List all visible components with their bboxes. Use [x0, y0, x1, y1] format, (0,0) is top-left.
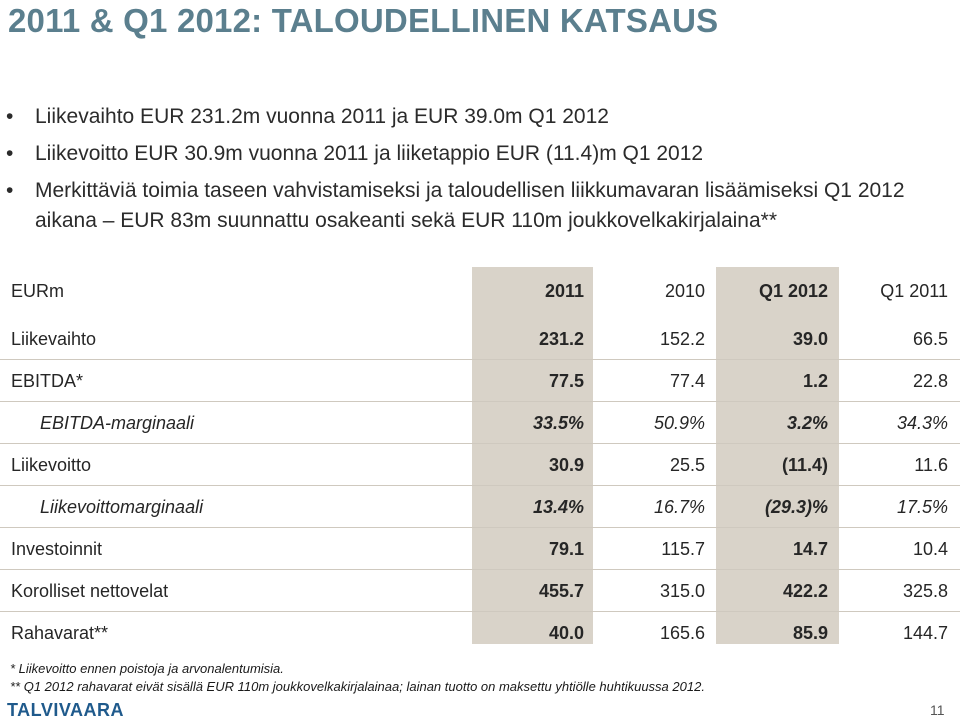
cell-q1-2011: 17.5% — [896, 497, 948, 517]
cell-q1-2011: 10.4 — [912, 539, 948, 559]
row-divider — [0, 485, 960, 486]
row-divider — [0, 359, 960, 360]
slide-title: 2011 & Q1 2012: TALOUDELLINEN KATSAUS — [8, 2, 719, 39]
cell-2011: 455.7 — [538, 581, 584, 601]
bullet-dot-icon: • — [6, 142, 14, 165]
cell-q1-2011: 34.3% — [896, 413, 948, 433]
cell-2011: 77.5 — [548, 371, 584, 391]
bullet-list: • Liikevaihto EUR 231.2m vuonna 2011 ja E… — [0, 102, 940, 243]
cell-q1-2012: (29.3)% — [764, 497, 828, 517]
cell-2011: 231.2 — [538, 329, 584, 349]
cell-2010: 165.6 — [659, 623, 705, 643]
cell-2011: 33.5% — [532, 413, 584, 433]
header-q1-2011: Q1 2011 — [880, 281, 948, 301]
row-divider — [0, 443, 960, 444]
header-2010: 2010 — [664, 281, 705, 301]
cell-q1-2012: 39.0 — [792, 329, 828, 349]
footnote-1: * Liikevoitto ennen poistoja ja arvonale… — [10, 661, 284, 676]
header-label: EURm — [11, 281, 64, 301]
table-row: Liikevaihto 231.2 152.2 39.0 66.5 — [0, 318, 960, 360]
bullet-dot-icon: • — [6, 179, 14, 202]
row-label: Liikevoitto — [11, 455, 92, 475]
footnote-2: ** Q1 2012 rahavarat eivät sisällä EUR 1… — [10, 679, 705, 694]
cell-2010: 315.0 — [659, 581, 705, 601]
header-q1-2012: Q1 2012 — [758, 281, 828, 301]
cell-q1-2012: 85.9 — [792, 623, 828, 643]
row-divider — [0, 527, 960, 528]
bullet-item: • Liikevaihto EUR 231.2m vuonna 2011 ja E… — [0, 102, 940, 132]
cell-q1-2012: 1.2 — [802, 371, 828, 391]
table-row: EBITDA-marginaali 33.5% 50.9% 3.2% 34.3% — [0, 402, 960, 444]
column-highlight-q1-2012 — [716, 267, 839, 644]
cell-2010: 25.5 — [669, 455, 705, 475]
company-logo: TALVIVAARA — [7, 700, 124, 720]
cell-q1-2012: 14.7 — [792, 539, 828, 559]
row-divider — [0, 611, 960, 612]
cell-q1-2011: 325.8 — [902, 581, 948, 601]
bullet-text: Liikevaihto EUR 231.2m vuonna 2011 ja EU… — [35, 105, 609, 128]
cell-q1-2011: 11.6 — [914, 455, 948, 475]
table-row: Rahavarat** 40.0 165.6 85.9 144.7 — [0, 612, 960, 654]
page-number: 11 — [930, 702, 945, 718]
row-label: EBITDA* — [11, 371, 84, 391]
table-header-row: EURm 2011 2010 Q1 2012 Q1 2011 — [0, 268, 960, 318]
table-row: Liikevoitto 30.9 25.5 (11.4) 11.6 — [0, 444, 960, 486]
row-divider — [0, 569, 960, 570]
financial-table: EURm 2011 2010 Q1 2012 Q1 2011 Liikevaih… — [0, 268, 960, 654]
cell-q1-2012: (11.4) — [781, 455, 828, 475]
table-row: Liikevoittomarginaali 13.4% 16.7% (29.3)… — [0, 486, 960, 528]
header-2011: 2011 — [544, 281, 584, 301]
cell-2010: 152.2 — [659, 329, 705, 349]
cell-q1-2011: 22.8 — [912, 371, 948, 391]
bullet-text: Liikevoitto EUR 30.9m vuonna 2011 ja lii… — [35, 142, 704, 165]
cell-2010: 77.4 — [669, 371, 705, 391]
row-label: Liikevaihto — [11, 329, 97, 349]
table-row: EBITDA* 77.5 77.4 1.2 22.8 — [0, 360, 960, 402]
table-row: Investoinnit 79.1 115.7 14.7 10.4 — [0, 528, 960, 570]
row-divider — [0, 401, 960, 402]
cell-q1-2011: 144.7 — [902, 623, 948, 643]
column-highlight-2011 — [472, 267, 593, 644]
bullet-item: • Merkittäviä toimia taseen vahvistamisek… — [0, 176, 940, 236]
cell-2010: 115.7 — [661, 539, 705, 559]
cell-2011: 30.9 — [548, 455, 584, 475]
table-row: Korolliset nettovelat 455.7 315.0 422.2 … — [0, 570, 960, 612]
cell-2010: 50.9% — [653, 413, 705, 433]
bullet-item: • Liikevoitto EUR 30.9m vuonna 2011 ja li… — [0, 139, 940, 169]
cell-2010: 16.7% — [653, 497, 705, 517]
cell-q1-2012: 3.2% — [786, 413, 828, 433]
row-label: Korolliset nettovelat — [11, 581, 169, 601]
row-label: Rahavarat** — [11, 623, 109, 643]
cell-2011: 79.1 — [548, 539, 584, 559]
bullet-text: Merkittäviä toimia taseen vahvistamiseks… — [35, 179, 905, 232]
bullet-dot-icon: • — [6, 105, 14, 128]
row-label: Liikevoittomarginaali — [40, 497, 204, 517]
cell-q1-2011: 66.5 — [912, 329, 948, 349]
cell-2011: 40.0 — [548, 623, 584, 643]
row-label: EBITDA-marginaali — [40, 413, 195, 433]
cell-2011: 13.4% — [532, 497, 584, 517]
cell-q1-2012: 422.2 — [782, 581, 828, 601]
row-label: Investoinnit — [11, 539, 103, 559]
